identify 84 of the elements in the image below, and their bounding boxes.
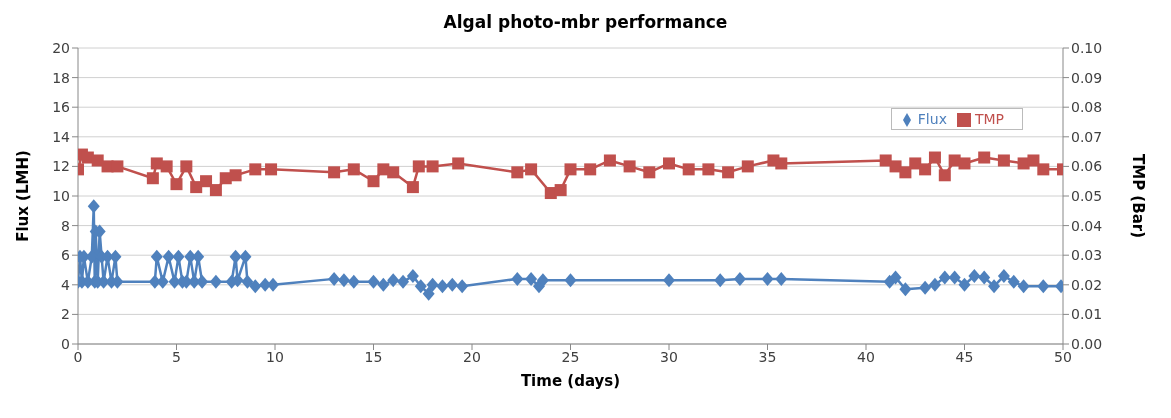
point	[367, 175, 380, 188]
y-tick-label: 8	[61, 217, 70, 234]
legend-label: Flux	[917, 111, 947, 127]
x-tick-label: 35	[758, 348, 777, 365]
point	[160, 160, 173, 173]
point	[170, 178, 183, 191]
point	[928, 151, 941, 164]
legend-label: TMP	[974, 111, 1004, 127]
point	[525, 163, 538, 176]
point	[406, 181, 419, 194]
y2-axis-title: TMP (Bar)	[1128, 153, 1147, 239]
point	[180, 160, 193, 173]
point	[623, 160, 636, 173]
point	[775, 157, 788, 170]
point	[511, 166, 524, 179]
point	[412, 160, 425, 173]
chart-title: Algal photo-mbr performance	[442, 11, 729, 34]
point	[1027, 154, 1040, 167]
point	[146, 172, 159, 185]
point	[347, 163, 360, 176]
y2-tick-label: 0.01	[1071, 306, 1103, 323]
point	[909, 157, 922, 170]
point	[200, 175, 213, 188]
x-tick-label: 25	[561, 348, 580, 365]
y2-tick-label: 0.06	[1071, 158, 1103, 175]
point	[603, 154, 616, 167]
y2-tick-label: 0.02	[1071, 276, 1103, 293]
point	[741, 160, 754, 173]
point	[452, 157, 465, 170]
point	[584, 163, 597, 176]
y2-tick-label: 0.08	[1071, 99, 1103, 116]
point	[682, 163, 695, 176]
y2-tick-label: 0.09	[1071, 69, 1103, 86]
y2-tick-label: 0.00	[1071, 335, 1103, 352]
y-tick-label: 4	[61, 276, 71, 293]
y2-tick-label: 0.04	[1071, 217, 1103, 234]
point	[702, 163, 715, 176]
point	[564, 163, 577, 176]
y-tick-label: 20	[52, 39, 70, 56]
x-tick-label: 10	[266, 348, 284, 365]
point	[328, 166, 341, 179]
y-tick-label: 14	[52, 128, 71, 145]
x-tick-label: 45	[955, 348, 974, 365]
y-tick-label: 18	[52, 69, 70, 86]
y-tick-label: 12	[52, 158, 70, 175]
x-tick-label: 50	[1054, 348, 1072, 365]
point	[997, 154, 1010, 167]
x-tick-label: 20	[463, 348, 481, 365]
point	[190, 181, 203, 194]
point	[554, 184, 567, 197]
point	[229, 169, 242, 182]
x-tick-label: 40	[857, 348, 875, 365]
point	[387, 166, 400, 179]
point	[1037, 163, 1050, 176]
point	[938, 169, 951, 182]
x-tick-label: 30	[660, 348, 678, 365]
x-tick-label: 0	[73, 348, 83, 365]
point	[265, 163, 278, 176]
point	[978, 151, 991, 164]
y-tick-label: 2	[61, 306, 70, 323]
point	[879, 154, 892, 167]
x-tick-label: 15	[364, 348, 383, 365]
point	[919, 163, 932, 176]
y-tick-label: 0	[61, 335, 70, 352]
point	[899, 166, 912, 179]
point	[249, 163, 262, 176]
y2-tick-label: 0.05	[1071, 187, 1103, 204]
point	[426, 160, 439, 173]
y2-tick-label: 0.10	[1071, 39, 1103, 56]
point	[722, 166, 735, 179]
y2-tick-label: 0.03	[1071, 247, 1103, 264]
point	[209, 184, 222, 197]
x-axis-title: Time (days)	[520, 372, 621, 390]
y-tick-label: 16	[52, 99, 71, 116]
x-tick-label: 5	[172, 348, 181, 365]
y2-tick-label: 0.07	[1071, 128, 1103, 145]
point	[91, 154, 104, 167]
point	[643, 166, 656, 179]
y-tick-label: 6	[61, 247, 71, 264]
point	[958, 157, 971, 170]
point	[663, 157, 675, 170]
y-axis-title: Flux (LMH)	[14, 150, 33, 242]
point	[111, 160, 124, 173]
y-tick-label: 10	[52, 187, 70, 204]
